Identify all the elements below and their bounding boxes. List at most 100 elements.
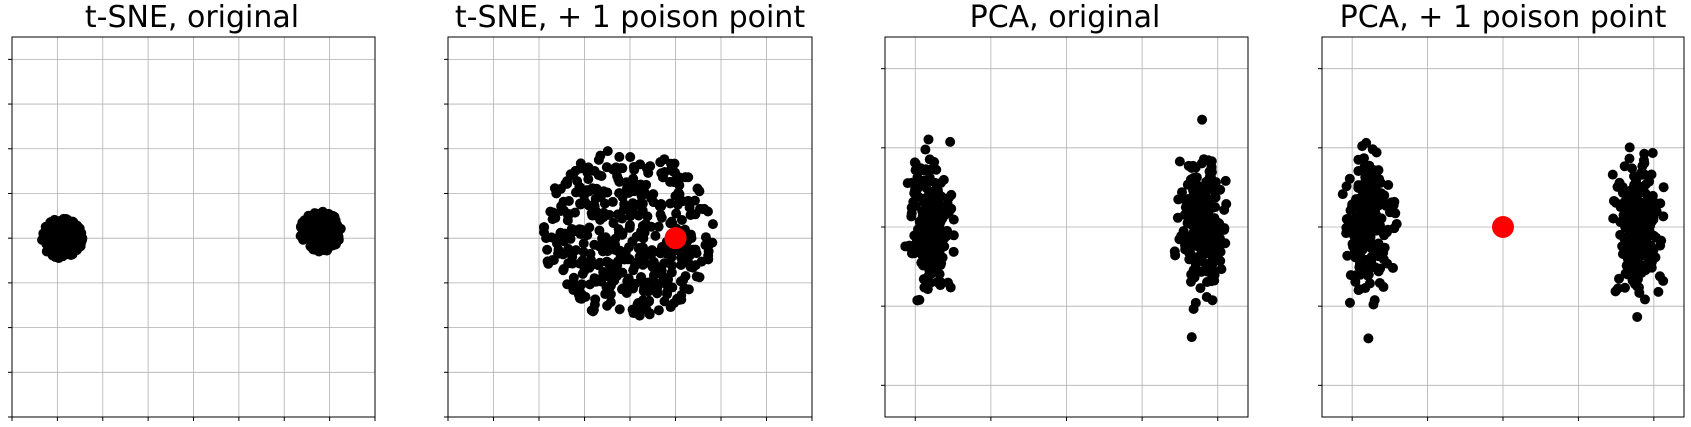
data-point [661, 248, 672, 259]
data-point [542, 244, 553, 255]
chart-panel [444, 36, 813, 421]
data-point [1368, 299, 1379, 310]
data-point [686, 233, 697, 244]
data-point [1630, 193, 1641, 204]
data-point [69, 234, 80, 245]
data-point [906, 177, 917, 188]
data-point [1636, 230, 1647, 241]
data-point [690, 209, 701, 220]
chart-panel [881, 36, 1249, 421]
data-point [1607, 169, 1618, 180]
data-point [574, 283, 585, 294]
data-point [1370, 209, 1381, 220]
data-point [1220, 175, 1231, 186]
data-point [915, 163, 926, 174]
data-point [599, 198, 610, 209]
data-point [605, 289, 616, 300]
data-point [584, 279, 595, 290]
data-point [1188, 185, 1199, 196]
data-point [1360, 202, 1371, 213]
data-point [563, 196, 574, 207]
data-point [612, 171, 623, 182]
data-point [1195, 250, 1206, 261]
data-point [77, 233, 88, 244]
data-point [1362, 212, 1373, 223]
data-point [1653, 286, 1664, 297]
data-point [1202, 241, 1213, 252]
data-point [1353, 154, 1364, 165]
data-point [1362, 255, 1373, 266]
chart-title-tsne-poison: t-SNE, + 1 poison point [454, 0, 806, 35]
data-point [1196, 158, 1207, 169]
data-point [909, 188, 920, 199]
data-point [562, 279, 573, 290]
data-point [63, 223, 74, 234]
data-point [1612, 283, 1623, 294]
data-point [1352, 213, 1363, 224]
data-point [928, 210, 939, 221]
data-point [927, 225, 938, 236]
data-point [1193, 266, 1204, 277]
data-point [676, 215, 687, 226]
data-point [631, 258, 642, 269]
data-point [1617, 241, 1628, 252]
data-point [1355, 264, 1366, 275]
data-point [607, 196, 618, 207]
data-point [614, 151, 625, 162]
data-point [623, 242, 634, 253]
data-point [1197, 114, 1208, 125]
chart-title-tsne-original: t-SNE, original [84, 0, 300, 35]
data-point [45, 239, 56, 250]
data-point [1614, 273, 1625, 284]
data-point [300, 217, 311, 228]
data-point [624, 254, 635, 265]
data-point [1648, 230, 1659, 241]
data-point [943, 277, 954, 288]
data-point [1192, 234, 1203, 245]
data-point [656, 168, 667, 179]
data-point [617, 267, 628, 278]
data-point [1180, 202, 1191, 213]
data-point [1186, 332, 1197, 343]
data-point [312, 214, 323, 225]
data-point [1647, 147, 1658, 158]
data-point [1178, 193, 1189, 204]
data-point [684, 202, 695, 213]
data-point [670, 167, 681, 178]
data-point [945, 136, 956, 147]
data-point [628, 173, 639, 184]
data-point [934, 193, 945, 204]
data-point [1387, 201, 1398, 212]
data-point [1636, 267, 1647, 278]
data-point [553, 248, 564, 259]
data-point [929, 157, 940, 168]
data-point [1209, 255, 1220, 266]
data-point [924, 247, 935, 258]
data-point [1387, 262, 1398, 273]
data-point [598, 207, 609, 218]
data-point [1615, 229, 1626, 240]
data-point [666, 158, 677, 169]
poison-point [664, 227, 687, 250]
data-point [1172, 212, 1183, 223]
data-point [636, 276, 647, 287]
data-point [567, 224, 578, 235]
data-point [662, 289, 673, 300]
data-point [1608, 213, 1619, 224]
data-point [55, 250, 66, 261]
data-point [650, 230, 661, 241]
data-point [924, 175, 935, 186]
data-point [640, 218, 651, 229]
data-point [1221, 198, 1232, 209]
data-point [935, 280, 946, 291]
data-point [1350, 224, 1361, 235]
data-point [597, 271, 608, 282]
data-point [632, 299, 643, 310]
data-point [1337, 189, 1348, 200]
data-point [593, 154, 604, 165]
data-point [309, 232, 320, 243]
data-point [920, 144, 931, 155]
data-point [1641, 214, 1652, 225]
data-point [1364, 160, 1375, 171]
